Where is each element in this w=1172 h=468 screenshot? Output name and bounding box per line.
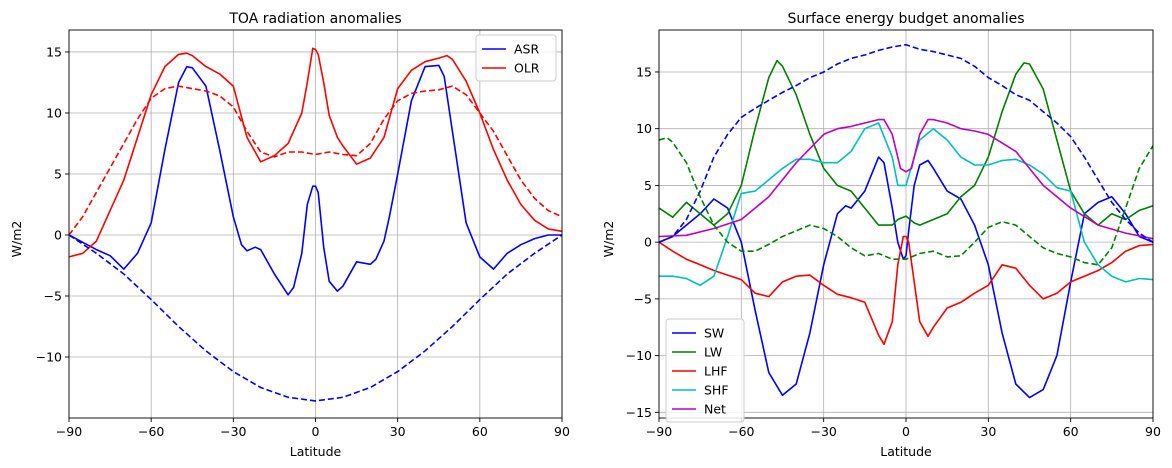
- x-tick-label: −30: [810, 424, 836, 439]
- series-group: [69, 47, 562, 402]
- legend: ASR OLR: [475, 34, 557, 82]
- legend-label: OLR: [514, 61, 540, 76]
- x-tick-label: 90: [554, 424, 570, 439]
- series-line-dashed-2: [69, 234, 562, 402]
- y-tick-label: 0: [644, 235, 652, 250]
- y-tick-label: 15: [46, 44, 62, 59]
- y-axis-label: W/m2: [9, 221, 24, 258]
- x-tick-label: −60: [138, 424, 164, 439]
- series-group: [659, 43, 1153, 399]
- x-tick-label: −30: [220, 424, 246, 439]
- legend-label: LHF: [704, 364, 728, 379]
- series-line-olr: [69, 47, 562, 258]
- chart-title: Surface energy budget anomalies: [787, 11, 1024, 27]
- series-line-shf: [659, 122, 1153, 287]
- y-tick-label: −5: [634, 291, 652, 306]
- legend: SW LW LHF SHF Net: [665, 318, 745, 423]
- y-tick-label: −10: [626, 348, 652, 363]
- x-axis-label: Latitude: [880, 444, 932, 459]
- y-axis-label: W/m2: [601, 221, 616, 258]
- y-tick-label: 5: [644, 178, 652, 193]
- x-tick-label: 0: [902, 424, 910, 439]
- x-axis-label: Latitude: [290, 444, 342, 459]
- chart-title: TOA radiation anomalies: [228, 11, 401, 27]
- series-line-dashed-5: [659, 43, 1153, 243]
- x-tick-label: 30: [390, 424, 406, 439]
- y-tick-label: 0: [54, 227, 62, 242]
- x-tick-label: 0: [312, 424, 320, 439]
- x-tick-label: −90: [56, 424, 82, 439]
- series-line-lhf: [659, 235, 1153, 346]
- series-line-dashed-6: [659, 137, 1153, 266]
- legend-label: LW: [704, 345, 722, 360]
- legend-label: Net: [704, 402, 726, 417]
- x-tick-label: 30: [980, 424, 996, 439]
- series-line-lw: [659, 59, 1153, 226]
- legend-label: SHF: [704, 383, 729, 398]
- y-tick-label: −5: [44, 288, 62, 303]
- x-tick-label: 60: [472, 424, 488, 439]
- x-tick-label: 60: [1063, 424, 1079, 439]
- y-tick-label: 15: [636, 64, 652, 79]
- legend-frame: [475, 34, 557, 82]
- surface-energy-panel: Surface energy budget anomalies Latitude…: [601, 11, 1161, 459]
- legend-frame: [665, 318, 745, 423]
- x-tick-label: −60: [728, 424, 754, 439]
- toa-radiation-panel: TOA radiation anomalies Latitude W/m2 −9…: [9, 11, 570, 459]
- x-tick-label: 90: [1145, 424, 1161, 439]
- series-line-net: [659, 118, 1153, 240]
- y-tick-label: −15: [626, 405, 652, 420]
- legend-label: SW: [704, 326, 724, 341]
- legend-label: ASR: [514, 42, 539, 57]
- y-tick-label: 10: [46, 105, 62, 120]
- series-line-asr: [69, 64, 562, 296]
- y-tick-label: 10: [636, 121, 652, 136]
- x-tick-label: −90: [646, 424, 672, 439]
- series-line-sw: [659, 156, 1153, 399]
- y-tick-label: −10: [36, 349, 62, 364]
- y-tick-label: 5: [54, 166, 62, 181]
